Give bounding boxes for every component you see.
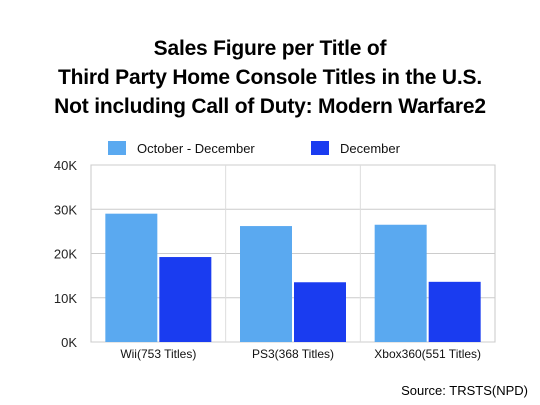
chart-title: Sales Figure per Title of Third Party Ho…	[0, 34, 540, 121]
legend-swatch	[108, 141, 126, 155]
chart-title-line-2: Third Party Home Console Titles in the U…	[58, 66, 482, 89]
y-tick-label: 0K	[61, 335, 77, 350]
legend-swatch	[311, 141, 329, 155]
bar	[294, 282, 346, 342]
y-tick-label: 10K	[54, 291, 77, 306]
bar	[428, 281, 481, 342]
y-tick-label: 40K	[54, 158, 77, 173]
y-tick-label: 30K	[54, 202, 77, 217]
y-tick-label: 20K	[54, 247, 77, 262]
legend-label: December	[340, 141, 401, 156]
legend-label: October - December	[137, 141, 255, 156]
x-tick-label: Xbox360(551 Titles)	[374, 347, 481, 361]
bar	[374, 224, 427, 342]
chart-title-line-3: Not including Call of Duty: Modern Warfa…	[54, 95, 486, 118]
source-note: Source: TRSTS(NPD)	[401, 383, 528, 398]
bar	[105, 213, 158, 342]
bar	[159, 257, 212, 342]
chart-title-line-1: Sales Figure per Title of	[153, 37, 387, 60]
x-tick-label: Wii(753 Titles)	[120, 347, 196, 361]
x-tick-label: PS3(368 Titles)	[252, 347, 334, 361]
bar	[240, 226, 292, 342]
